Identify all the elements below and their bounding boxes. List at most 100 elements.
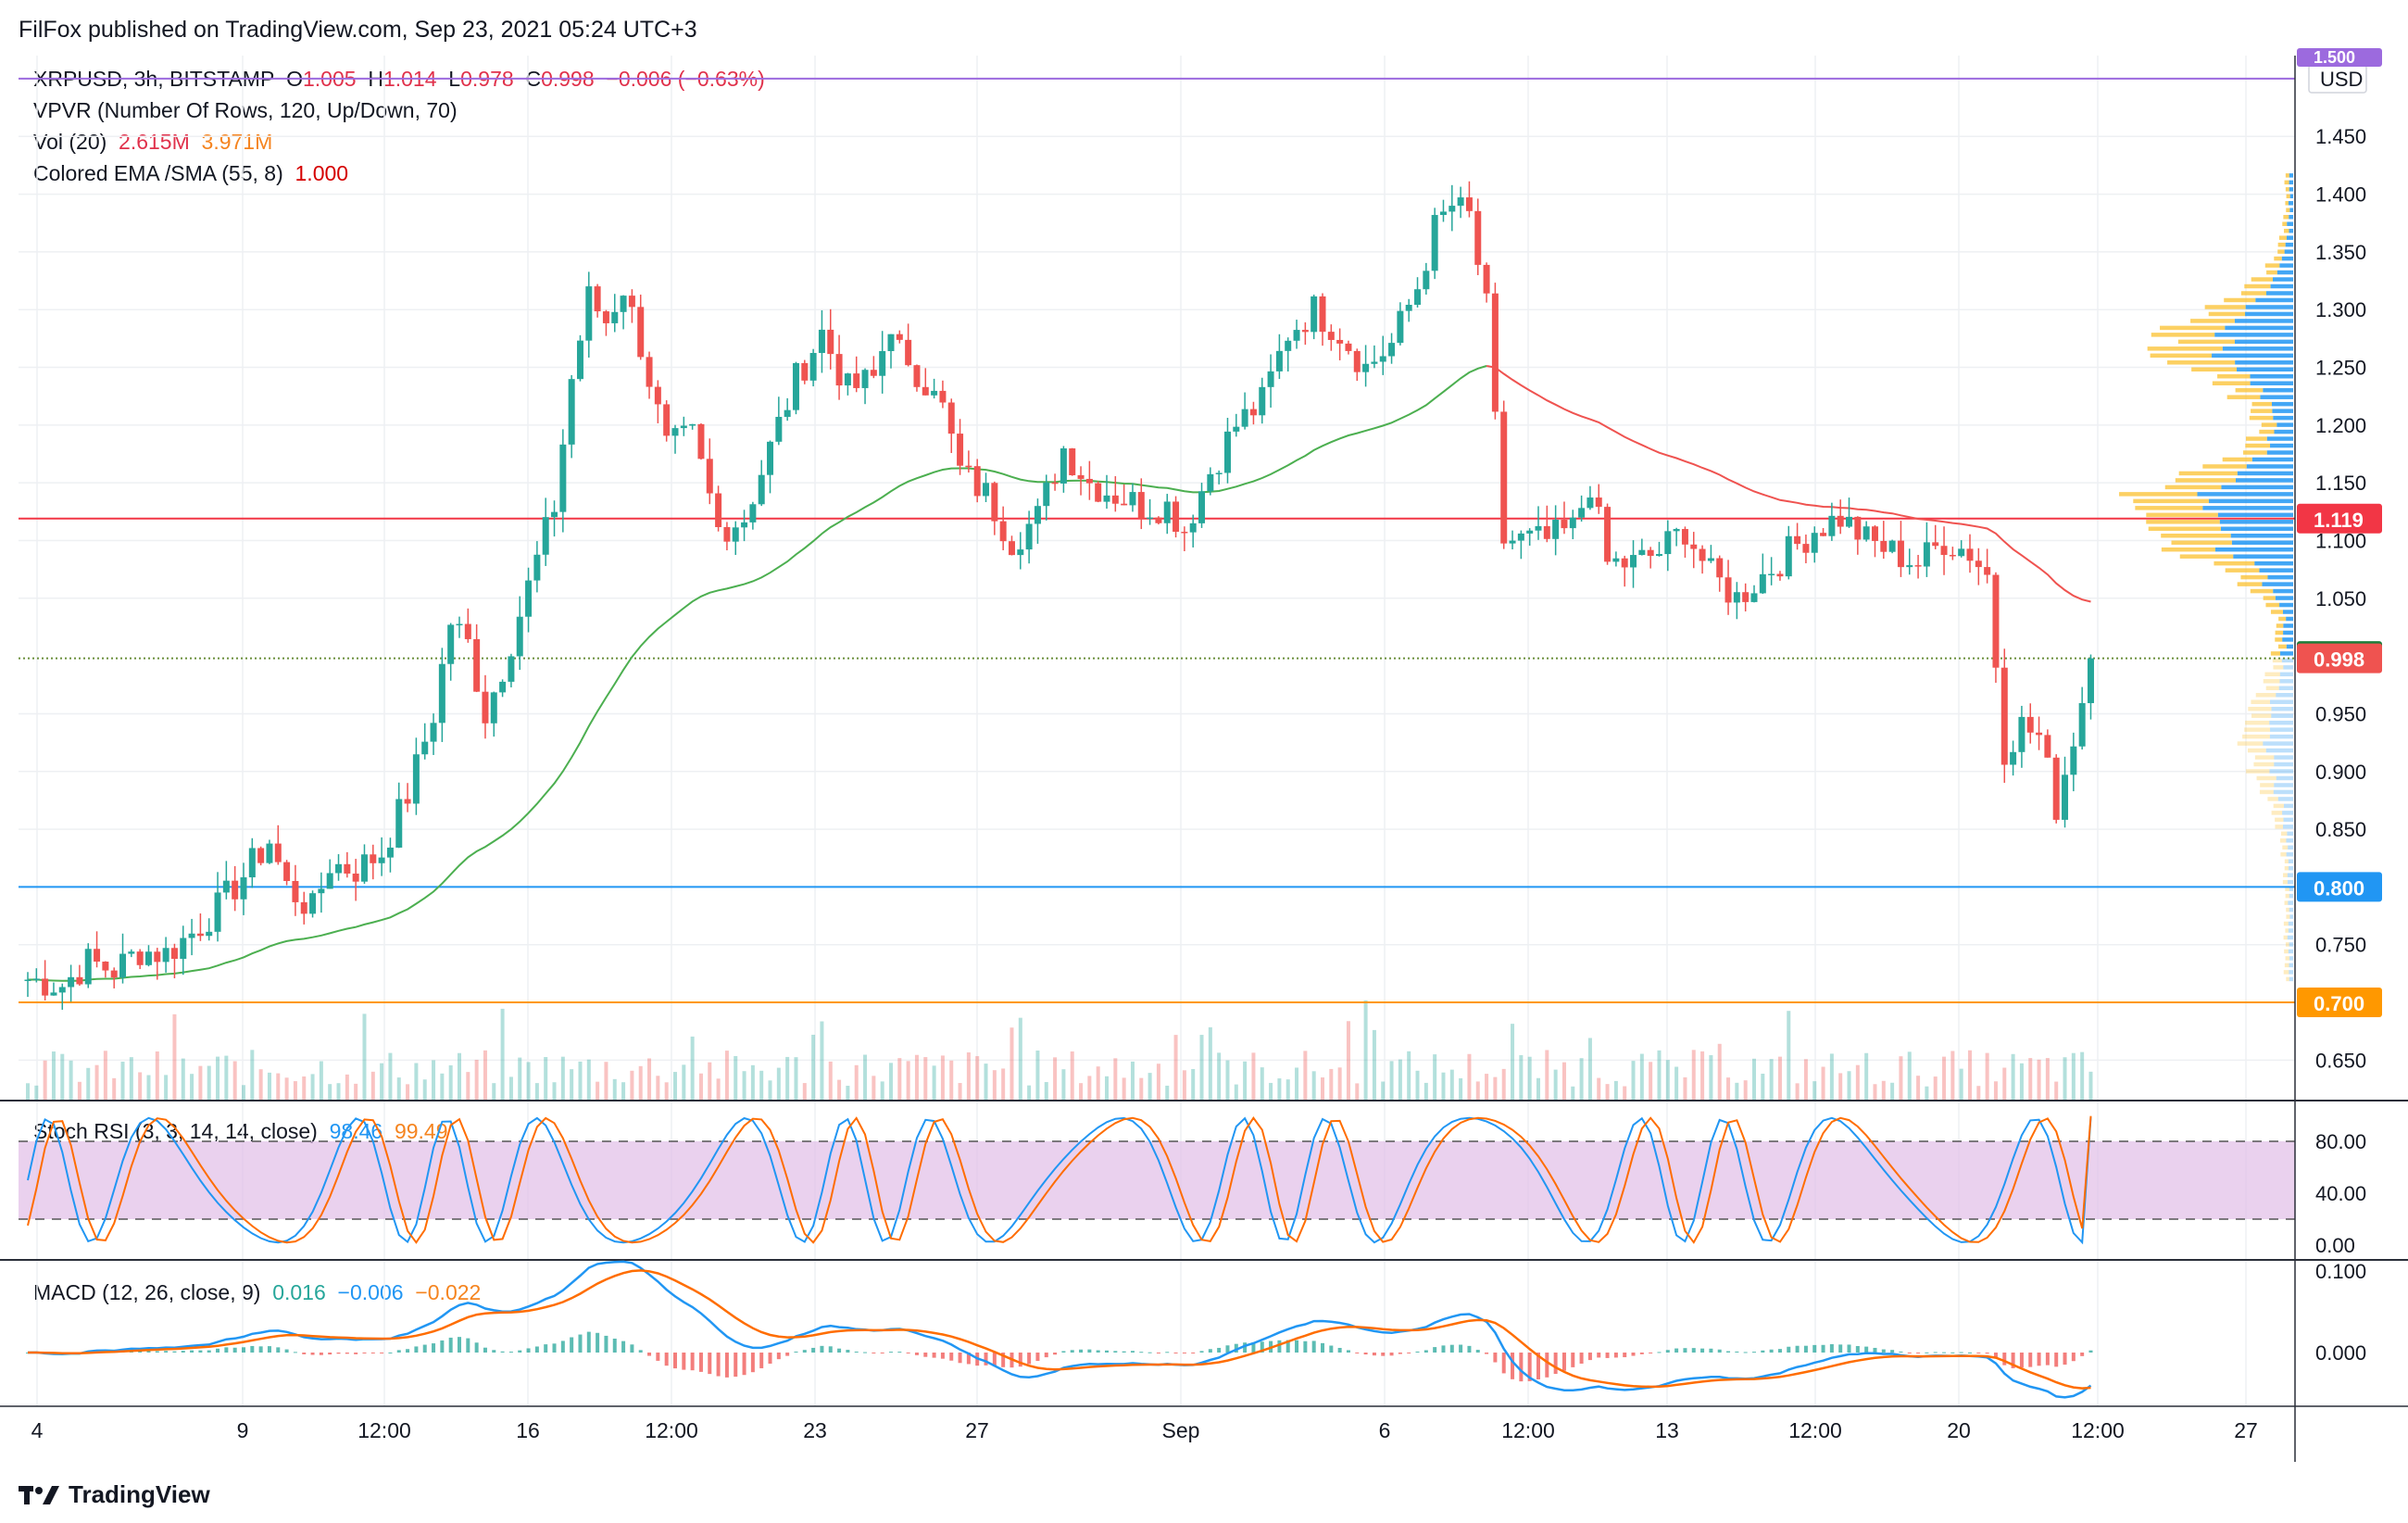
vpvr-up-bar: [2289, 228, 2293, 233]
volume-bar: [1942, 1056, 1947, 1101]
vpvr-up-bar: [2270, 283, 2293, 289]
volume-bar: [586, 1059, 591, 1101]
vpvr-down-bar: [2265, 602, 2280, 608]
vpvr-down-bar: [2264, 263, 2280, 268]
chart-canvas[interactable]: 1.4501.4001.3501.3001.2501.2001.1501.100…: [0, 0, 2408, 1473]
macd-histogram-bar: [1752, 1352, 1756, 1353]
ema-line-red: [1486, 365, 2091, 603]
volume-bar: [1321, 1077, 1324, 1101]
vpvr-down-bar: [2260, 783, 2275, 787]
volume-bar: [768, 1080, 772, 1101]
volume-bar: [854, 1064, 859, 1101]
candle-body: [1750, 593, 1758, 602]
vpvr-down-bar: [2222, 457, 2252, 462]
vpvr-down-bar: [2245, 720, 2270, 725]
macd-histogram-bar: [992, 1353, 997, 1366]
macd-histogram-bar: [422, 1344, 427, 1353]
candle-body: [1189, 522, 1197, 533]
volume-bar: [1769, 1059, 1774, 1101]
vpvr-up-bar: [2284, 249, 2293, 254]
macd-histogram-bar: [250, 1345, 255, 1353]
macd-histogram-bar: [2054, 1353, 2059, 1367]
volume-bar: [1665, 1060, 1670, 1101]
volume-bar: [1890, 1082, 1895, 1101]
volume-bar: [1899, 1056, 1903, 1101]
macd-histogram-bar: [2037, 1353, 2041, 1366]
candle-body: [1362, 363, 1370, 372]
candle-body: [1311, 296, 1318, 333]
volume-bar: [190, 1074, 194, 1101]
volume-bar: [1148, 1073, 1152, 1101]
volume-bar: [802, 1083, 807, 1101]
macd-histogram-bar: [2080, 1353, 2085, 1356]
vpvr-down-bar: [2263, 679, 2280, 684]
macd-histogram-bar: [1571, 1353, 1575, 1367]
vpvr-up-bar: [2279, 602, 2293, 608]
vpvr-up-bar: [2255, 297, 2293, 303]
tradingview-logo[interactable]: TradingView: [19, 1480, 210, 1509]
volume-bar: [380, 1063, 384, 1101]
stoch-legend: Stoch RSI (3, 3, 14, 14, close) 98.46 99…: [33, 1119, 448, 1144]
volume-bar: [458, 1052, 461, 1101]
candle-body: [931, 390, 938, 396]
vpvr-up-bar: [2271, 706, 2293, 711]
vpvr-up-bar: [2283, 630, 2293, 636]
candle-body: [646, 357, 653, 387]
candle-body: [533, 554, 541, 581]
candle-body: [602, 311, 609, 323]
macd-histogram-bar: [396, 1350, 401, 1353]
price-label-text: 0.700: [2314, 992, 2364, 1015]
macd-label: MACD (12, 26, close, 9): [33, 1280, 261, 1304]
volume-bar: [1225, 1060, 1230, 1101]
ema-legend: Colored EMA /SMA (55, 8) 1.000: [33, 161, 348, 186]
price-tick-label: 1.200: [2315, 414, 2366, 437]
vpvr-down-bar: [2283, 921, 2289, 926]
macd-histogram-bar: [1199, 1351, 1204, 1353]
volume-bar: [846, 1086, 850, 1101]
vpvr-down-bar: [2164, 485, 2222, 490]
vpvr-down-bar: [2275, 637, 2283, 642]
macd-histogram-bar: [258, 1346, 263, 1353]
vpvr-down-bar: [2204, 305, 2246, 309]
macd-signal-value: −0.022: [415, 1280, 482, 1304]
vpvr-up-bar: [2279, 679, 2293, 684]
candle-body: [2036, 732, 2043, 736]
volume-bar: [2063, 1057, 2067, 1101]
volume-bar: [578, 1061, 583, 1101]
volume-bar: [336, 1083, 341, 1101]
candle-body: [2078, 702, 2086, 747]
candle-body: [671, 428, 679, 436]
candle-body: [482, 691, 489, 724]
macd-histogram-bar: [1122, 1351, 1126, 1353]
macd-histogram-bar: [328, 1353, 332, 1355]
candle-body: [827, 329, 834, 355]
price-axis[interactable]: 1.4501.4001.3501.3001.2501.2001.1501.100…: [0, 48, 2408, 1462]
candle-body: [999, 521, 1007, 542]
candle-body: [663, 404, 671, 436]
candle-body: [456, 623, 463, 626]
volume-bar: [1985, 1052, 1989, 1101]
candle-body: [801, 362, 809, 381]
candle-body: [1888, 540, 1896, 552]
volume-bar: [526, 1062, 531, 1101]
macd-histogram-bar: [492, 1350, 496, 1353]
vpvr-up-bar: [2279, 651, 2293, 656]
vpvr-down-bar: [2244, 283, 2271, 289]
macd-histogram-bar: [889, 1352, 893, 1353]
macd-histogram-bar: [1605, 1353, 1610, 1358]
vpvr-up-bar: [2289, 187, 2293, 192]
vpvr-up-bar: [2272, 277, 2293, 282]
candle-body: [1569, 517, 1576, 529]
vpvr-down-bar: [2259, 789, 2274, 795]
macd-histogram-bar: [785, 1353, 790, 1356]
time-axis[interactable]: 4 9 12:00 16 12:00 23 27 Sep 6 12:00 13 12:00 20 12:0…: [31, 1418, 2258, 1442]
candle-body: [1526, 530, 1534, 534]
candle-body: [1388, 343, 1396, 357]
candle-body: [1301, 330, 1309, 333]
candle-body: [576, 340, 583, 380]
price-tick-label: 1.300: [2315, 298, 2366, 321]
candle-body: [585, 286, 593, 341]
candle-body: [102, 961, 109, 971]
candle-body: [1699, 548, 1706, 561]
volume-bar: [155, 1051, 159, 1101]
